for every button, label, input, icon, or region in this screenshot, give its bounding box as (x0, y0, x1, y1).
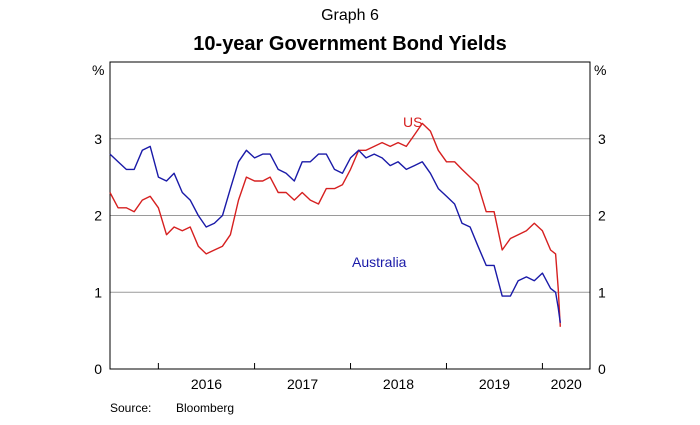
source-value: Bloomberg (176, 401, 235, 415)
source-note: Source: Bloomberg (110, 401, 234, 415)
series-lines (109, 122, 561, 327)
y-tick-label-right: 3 (598, 131, 606, 147)
chart-title: 10-year Government Bond Yields (193, 33, 507, 55)
series-label-australia: Australia (352, 254, 407, 270)
plot-frame (109, 61, 591, 370)
y-tick-label-left: 0 (94, 361, 102, 377)
y-tick-label-left: 1 (94, 284, 102, 300)
x-tick-label: 2019 (479, 376, 510, 392)
y-ticks-right: 0 1 2 3 (598, 131, 606, 377)
graph-number: Graph 6 (321, 7, 379, 24)
y-tick-label-right: 0 (598, 361, 606, 377)
series-label-us: US (403, 114, 422, 130)
x-tick-label: 2016 (191, 376, 222, 392)
series-line-us (109, 122, 561, 327)
y-tick-label-left: 2 (94, 208, 102, 224)
x-tick-label: 2020 (551, 376, 582, 392)
y-unit-right: % (594, 62, 606, 78)
x-tick-label: 2018 (383, 376, 414, 392)
gridlines (110, 138, 590, 293)
series-line-australia (109, 145, 561, 323)
y-unit-left: % (92, 62, 104, 78)
x-tick-label: 2017 (287, 376, 318, 392)
y-tick-label-right: 1 (598, 284, 606, 300)
y-tick-label-left: 3 (94, 131, 102, 147)
y-ticks-left: 0 1 2 3 (94, 131, 102, 377)
x-ticks: 2016 2017 2018 2019 2020 (157, 363, 582, 392)
y-tick-label-right: 2 (598, 208, 606, 224)
source-label: Source: (110, 401, 152, 415)
